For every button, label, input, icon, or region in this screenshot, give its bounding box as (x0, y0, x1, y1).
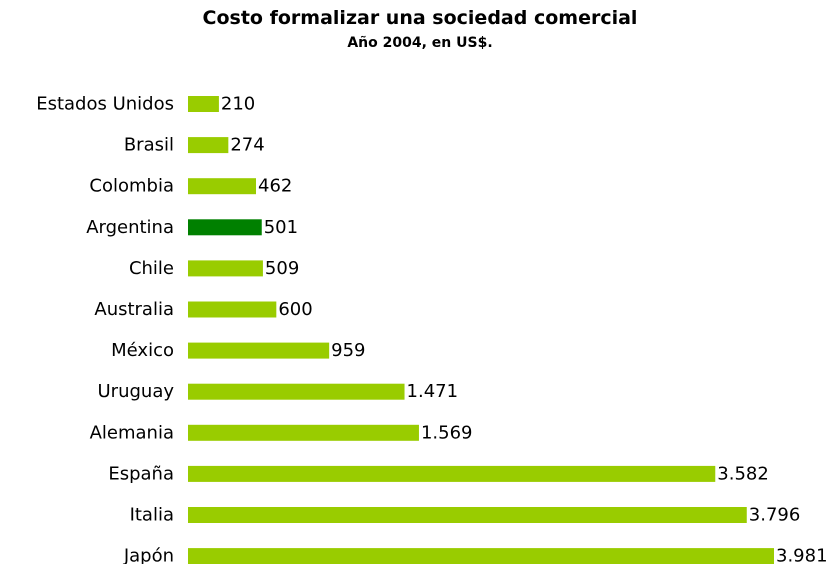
bar-japon (188, 548, 774, 564)
category-label-australia: Australia (94, 299, 174, 320)
bar-argentina (188, 219, 262, 236)
value-label-australia: 600 (278, 299, 312, 320)
category-label-espana: España (108, 463, 174, 484)
bar-chile (188, 260, 263, 277)
chart-subtitle: Año 2004, en US$. (347, 35, 493, 51)
category-label-estados-unidos: Estados Unidos (36, 94, 174, 115)
bar-estados-unidos (188, 96, 219, 112)
category-label-japon: Japón (123, 546, 174, 564)
bar-colombia (188, 178, 257, 195)
bar-brasil (188, 137, 229, 154)
bar-australia (188, 301, 277, 318)
value-label-espana: 3.582 (717, 463, 769, 484)
category-label-chile: Chile (129, 258, 174, 279)
value-label-uruguay: 1.471 (407, 381, 459, 402)
category-label-argentina: Argentina (86, 217, 174, 238)
category-label-colombia: Colombia (89, 176, 174, 197)
chart-title: Costo formalizar una sociedad comercial (202, 7, 638, 29)
value-label-italia: 3.796 (749, 505, 801, 526)
value-label-argentina: 501 (264, 217, 298, 238)
bar-uruguay (188, 383, 405, 400)
value-label-mexico: 959 (331, 340, 365, 361)
value-label-japon: 3.981 (776, 546, 828, 564)
category-label-brasil: Brasil (124, 135, 174, 156)
category-label-italia: Italia (130, 505, 174, 526)
value-label-brasil: 274 (230, 135, 264, 156)
category-label-mexico: México (111, 340, 174, 361)
value-label-colombia: 462 (258, 176, 292, 197)
bar-mexico (188, 342, 330, 359)
category-label-alemania: Alemania (90, 422, 174, 443)
bar-alemania (188, 424, 419, 441)
category-label-uruguay: Uruguay (98, 381, 175, 402)
bar-espana (188, 465, 716, 482)
value-label-chile: 509 (265, 258, 299, 279)
bar-italia (188, 507, 747, 523)
value-label-alemania: 1.569 (421, 422, 473, 443)
value-label-estados-unidos: 210 (221, 94, 255, 115)
